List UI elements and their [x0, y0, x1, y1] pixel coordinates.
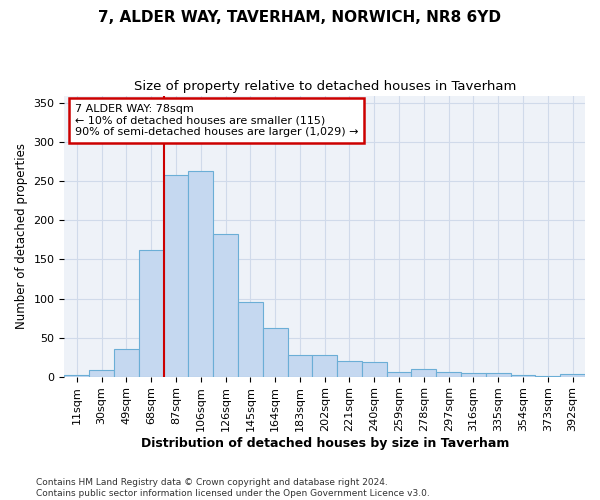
Text: Contains HM Land Registry data © Crown copyright and database right 2024.
Contai: Contains HM Land Registry data © Crown c…	[36, 478, 430, 498]
Bar	[263, 328, 287, 376]
Bar	[461, 372, 486, 376]
Bar	[436, 372, 461, 376]
X-axis label: Distribution of detached houses by size in Taverham: Distribution of detached houses by size …	[140, 437, 509, 450]
Text: 7 ALDER WAY: 78sqm
← 10% of detached houses are smaller (115)
90% of semi-detach: 7 ALDER WAY: 78sqm ← 10% of detached hou…	[75, 104, 358, 137]
Bar	[238, 302, 263, 376]
Bar	[511, 375, 535, 376]
Bar	[313, 354, 337, 376]
Text: 7, ALDER WAY, TAVERHAM, NORWICH, NR8 6YD: 7, ALDER WAY, TAVERHAM, NORWICH, NR8 6YD	[98, 10, 502, 25]
Bar	[287, 354, 313, 376]
Bar	[560, 374, 585, 376]
Bar	[386, 372, 412, 376]
Title: Size of property relative to detached houses in Taverham: Size of property relative to detached ho…	[134, 80, 516, 93]
Bar	[213, 234, 238, 376]
Bar	[486, 374, 511, 376]
Bar	[188, 172, 213, 376]
Bar	[164, 175, 188, 376]
Bar	[412, 369, 436, 376]
Bar	[337, 361, 362, 376]
Y-axis label: Number of detached properties: Number of detached properties	[15, 143, 28, 329]
Bar	[114, 350, 139, 376]
Bar	[64, 375, 89, 376]
Bar	[362, 362, 386, 376]
Bar	[139, 250, 164, 376]
Bar	[89, 370, 114, 376]
